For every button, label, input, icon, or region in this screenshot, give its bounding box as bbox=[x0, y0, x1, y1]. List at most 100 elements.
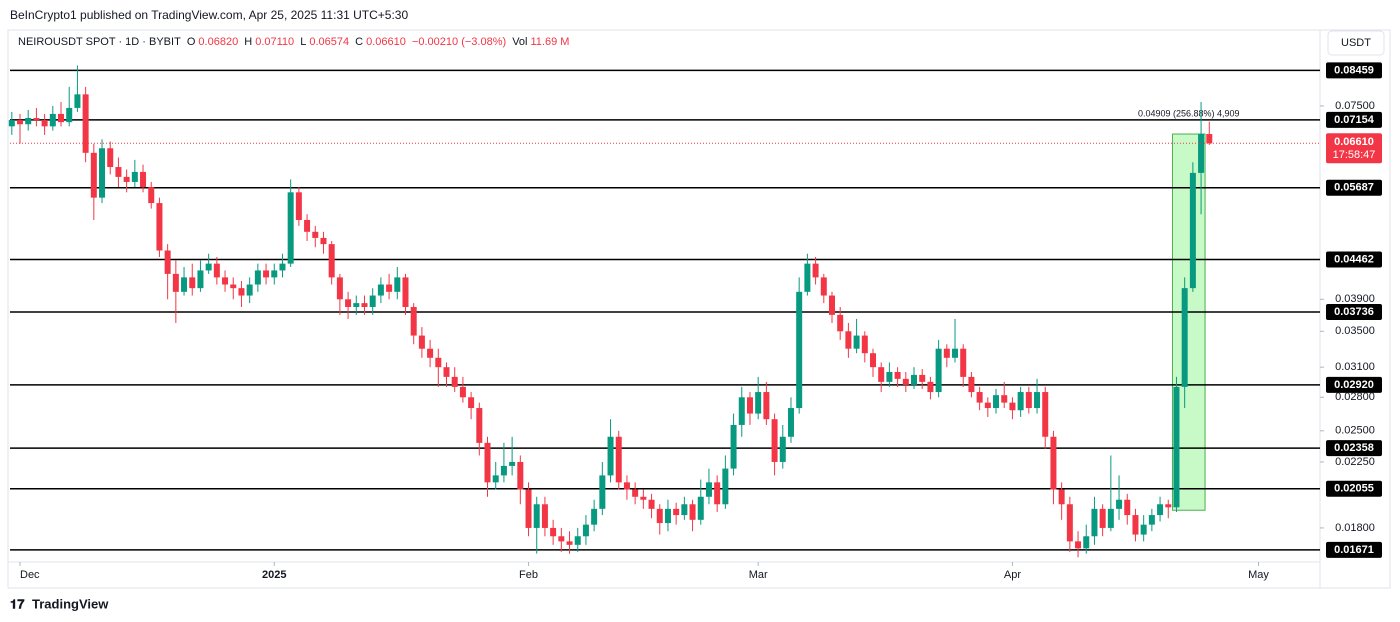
candle-body bbox=[779, 436, 786, 462]
y-tick-label: 0.02800 bbox=[1335, 391, 1375, 403]
candle-body bbox=[952, 348, 959, 358]
y-tick-label: 0.01800 bbox=[1335, 522, 1375, 534]
level-label-box bbox=[1326, 541, 1382, 558]
currency-button[interactable] bbox=[1327, 30, 1385, 56]
candle-body bbox=[427, 348, 434, 358]
x-tick-label: Apr bbox=[1004, 569, 1021, 581]
candle-body bbox=[1181, 288, 1188, 387]
candle-body bbox=[615, 436, 622, 483]
candle-body bbox=[476, 408, 483, 443]
candle-body bbox=[25, 118, 32, 125]
candle-body bbox=[599, 475, 606, 509]
ohlc-value: 0.06574 bbox=[309, 36, 350, 48]
candle-body bbox=[541, 504, 548, 528]
level-label: 0.05687 bbox=[1334, 182, 1374, 194]
candle-body bbox=[8, 120, 15, 127]
candle-body bbox=[189, 277, 196, 289]
candle-body bbox=[295, 192, 302, 220]
ohlc-key: L bbox=[300, 36, 307, 48]
candle-body bbox=[1099, 508, 1106, 528]
candle-body bbox=[697, 496, 704, 520]
last-price-box bbox=[1326, 133, 1382, 164]
level-label-box bbox=[1326, 376, 1382, 393]
candle-body bbox=[632, 489, 639, 497]
candle-body bbox=[812, 263, 819, 278]
candle-body bbox=[410, 306, 417, 336]
candle-body bbox=[451, 376, 458, 387]
candle-body bbox=[574, 536, 581, 545]
candle-body bbox=[705, 482, 712, 497]
candles bbox=[8, 65, 1213, 558]
candle-body bbox=[197, 270, 204, 289]
candle-body bbox=[279, 263, 286, 271]
candle-body bbox=[738, 397, 745, 425]
candle-body bbox=[1050, 436, 1057, 490]
level-label-box bbox=[1326, 440, 1382, 457]
candle-body bbox=[1042, 392, 1049, 437]
candle-body bbox=[1083, 536, 1090, 549]
x-tick-label: 2025 bbox=[262, 569, 286, 581]
candle-body bbox=[664, 508, 671, 524]
candle-body bbox=[140, 171, 147, 188]
candle-body bbox=[402, 277, 409, 307]
footer-logo: 𝟏𝟕 TradingView bbox=[10, 596, 109, 611]
candle-body bbox=[107, 148, 114, 168]
candle-body bbox=[943, 348, 950, 358]
candle-body bbox=[361, 303, 368, 307]
candle-body bbox=[328, 244, 335, 278]
candle-body bbox=[1034, 392, 1041, 409]
ohlc-value: 0.06610 bbox=[366, 36, 406, 48]
candle-body bbox=[935, 348, 942, 393]
candle-body bbox=[49, 113, 56, 127]
candle-body bbox=[33, 118, 40, 121]
candle-body bbox=[623, 482, 630, 490]
candle-body bbox=[1116, 499, 1123, 509]
candle-body bbox=[41, 120, 48, 127]
candle-body bbox=[648, 499, 655, 509]
candle-body bbox=[820, 277, 827, 296]
candle-body bbox=[771, 419, 778, 462]
level-label-box bbox=[1326, 480, 1382, 497]
candle-body bbox=[271, 270, 278, 278]
candle-body bbox=[418, 335, 425, 349]
candle-body bbox=[205, 263, 212, 271]
candle-body bbox=[484, 442, 491, 483]
candle-body bbox=[1165, 504, 1172, 508]
candle-body bbox=[558, 536, 565, 542]
candle-body bbox=[287, 192, 294, 264]
candle-body bbox=[246, 284, 253, 296]
level-label-box bbox=[1326, 111, 1382, 128]
candle-body bbox=[787, 408, 794, 437]
candle-body bbox=[976, 392, 983, 403]
candle-body bbox=[960, 348, 967, 377]
candle-body bbox=[1189, 172, 1196, 289]
last-price-label: 0.06610 bbox=[1334, 136, 1374, 148]
candle-body bbox=[369, 295, 376, 307]
candle-body bbox=[123, 176, 130, 182]
candle-body bbox=[656, 508, 663, 524]
candle-body bbox=[304, 219, 311, 232]
candle-body bbox=[213, 263, 220, 278]
candle-body bbox=[1001, 395, 1008, 403]
candle-body bbox=[468, 397, 475, 409]
candle-body bbox=[459, 386, 466, 398]
candle-body bbox=[582, 524, 589, 537]
candle-body bbox=[148, 187, 155, 204]
candle-body bbox=[222, 277, 229, 285]
candle-body bbox=[386, 284, 393, 292]
candle-body bbox=[172, 273, 179, 292]
ohlc-value: 0.06820 bbox=[198, 36, 239, 48]
candle-body bbox=[968, 376, 975, 393]
candle-body bbox=[1157, 504, 1164, 516]
candle-body bbox=[238, 288, 245, 296]
candle-body bbox=[1058, 489, 1065, 505]
volume: 11.69 M bbox=[530, 36, 570, 48]
candle-body bbox=[435, 357, 442, 368]
candle-body bbox=[17, 120, 24, 125]
chart-frame bbox=[7, 29, 1391, 589]
candle-body bbox=[82, 94, 89, 153]
candle-body bbox=[1107, 508, 1114, 528]
candle-body bbox=[673, 508, 680, 516]
candle-body bbox=[58, 113, 65, 123]
candle-body bbox=[902, 378, 909, 385]
